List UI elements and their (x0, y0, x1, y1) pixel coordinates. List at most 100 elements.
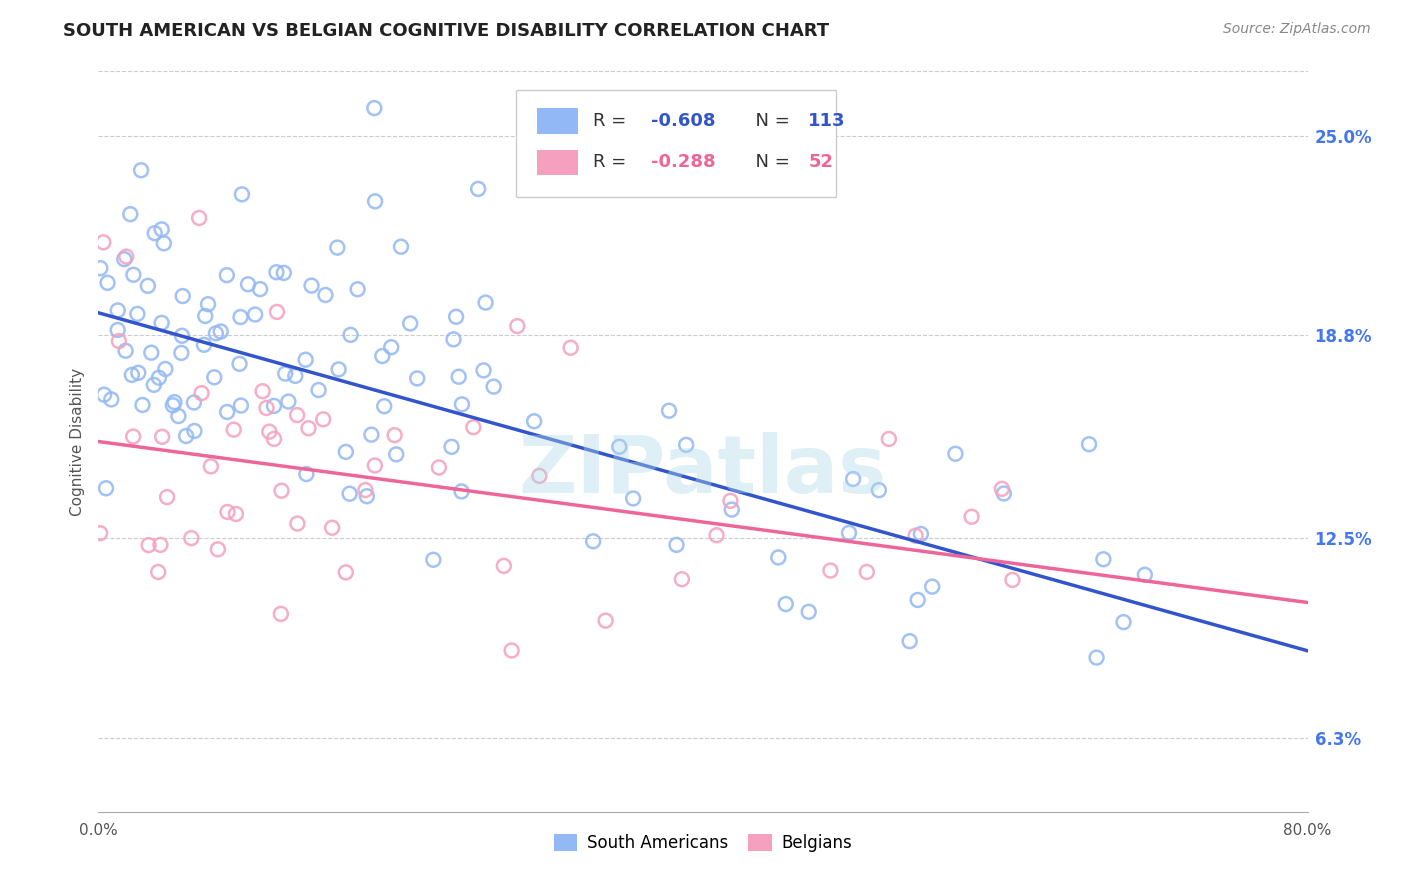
Point (675, 438, 697, 452)
Point (422, 553, 444, 567)
Point (356, 489, 378, 503)
Point (308, 383, 330, 397)
Text: Source: ZipAtlas.com: Source: ZipAtlas.com (1223, 22, 1371, 37)
Legend: South Americans, Belgians: South Americans, Belgians (547, 828, 859, 859)
Point (112, 252, 135, 267)
Point (910, 527, 932, 541)
Point (229, 399, 252, 413)
Point (1092, 552, 1115, 566)
Point (127, 366, 149, 380)
Point (142, 377, 165, 392)
Point (96, 276, 118, 290)
Point (129, 163, 152, 178)
Point (354, 483, 377, 497)
Point (138, 538, 160, 552)
Point (907, 593, 929, 607)
Point (205, 326, 228, 341)
Point (463, 420, 485, 434)
Point (492, 558, 515, 573)
Point (207, 542, 229, 557)
Point (249, 282, 271, 296)
Point (297, 421, 319, 435)
Point (263, 432, 285, 446)
Point (482, 379, 505, 393)
Point (188, 211, 211, 225)
FancyBboxPatch shape (537, 150, 578, 175)
Point (209, 325, 232, 339)
Point (114, 343, 136, 358)
Point (321, 521, 343, 535)
Point (121, 368, 143, 382)
Point (301, 278, 323, 293)
Point (838, 525, 860, 540)
Point (148, 370, 170, 384)
Point (256, 401, 278, 415)
Point (93, 235, 115, 250)
Point (373, 399, 395, 413)
Point (266, 265, 288, 279)
Point (274, 367, 297, 381)
Point (202, 370, 225, 384)
Point (270, 607, 292, 621)
Point (447, 369, 470, 384)
Point (252, 384, 274, 399)
Point (174, 429, 197, 443)
Point (229, 310, 252, 324)
Point (225, 507, 247, 521)
Point (148, 565, 170, 579)
Point (328, 362, 350, 376)
Point (921, 580, 943, 594)
Point (621, 491, 644, 506)
Point (443, 332, 465, 346)
Point (775, 597, 797, 611)
Point (385, 447, 408, 461)
Point (143, 226, 166, 240)
Point (450, 484, 472, 499)
Point (523, 414, 546, 428)
Point (560, 341, 582, 355)
Point (856, 565, 879, 579)
Point (474, 295, 496, 310)
Point (991, 482, 1014, 496)
Point (472, 363, 495, 377)
Point (190, 386, 212, 401)
Point (149, 538, 172, 552)
Point (294, 352, 316, 367)
Point (270, 483, 292, 498)
Point (582, 534, 605, 549)
Point (127, 307, 149, 321)
Point (335, 566, 357, 580)
Point (314, 288, 336, 302)
Point (607, 440, 630, 454)
Point (170, 346, 193, 360)
Point (389, 240, 412, 254)
Point (993, 486, 1015, 500)
Point (595, 614, 617, 628)
FancyBboxPatch shape (537, 109, 578, 134)
Point (150, 316, 173, 330)
Point (1001, 573, 1024, 587)
Point (658, 403, 681, 417)
Point (263, 399, 285, 413)
Point (167, 409, 190, 423)
Text: R =: R = (593, 153, 631, 171)
Point (94, 481, 117, 495)
Point (529, 469, 551, 483)
Point (153, 236, 176, 251)
Point (312, 412, 335, 426)
Text: SOUTH AMERICAN VS BELGIAN COGNITIVE DISABILITY CORRELATION CHART: SOUTH AMERICAN VS BELGIAN COGNITIVE DISA… (63, 22, 830, 40)
Point (363, 101, 385, 115)
Text: 113: 113 (808, 112, 845, 130)
Point (243, 308, 266, 322)
Point (193, 338, 215, 352)
Point (115, 250, 138, 264)
Point (360, 427, 382, 442)
Point (172, 289, 194, 303)
Point (89, 261, 111, 276)
Point (170, 328, 193, 343)
Point (107, 323, 129, 337)
Point (326, 241, 349, 255)
Text: ZIPatlas: ZIPatlas (519, 432, 887, 510)
Point (945, 447, 967, 461)
Point (156, 490, 179, 504)
